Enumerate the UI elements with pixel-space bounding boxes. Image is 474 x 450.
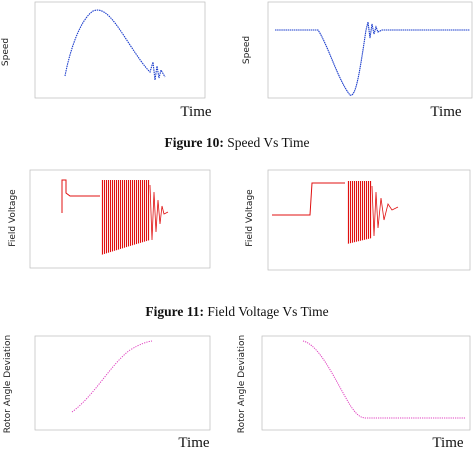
y-axis-label: Field Voltage (245, 189, 255, 247)
panel: Rotor Angle Deviation Time (3, 335, 211, 450)
plot-frame (34, 1, 206, 99)
voltage-curve (61, 179, 100, 213)
voltage-oscillation (101, 180, 150, 255)
plot-frame (34, 335, 211, 431)
voltage-curve (272, 182, 345, 216)
rotor-curve (71, 340, 153, 413)
speed-curve (275, 21, 470, 96)
panel: Speed Time (242, 1, 473, 120)
figure-text: Field Voltage Vs Time (207, 304, 328, 319)
x-axis-label: Time (180, 104, 211, 120)
plot-frame (29, 169, 211, 269)
figure-12: Rotor Angle Deviation Time Rotor Angle D… (3, 335, 471, 450)
figure-label: Figure 11: (145, 304, 204, 319)
rotor-curve (302, 340, 466, 419)
y-axis-label: Speed (242, 36, 252, 64)
panel: Field Voltage (8, 169, 211, 269)
x-axis-label: Time (432, 435, 463, 450)
plot-frame (261, 335, 471, 431)
panel: Field Voltage (245, 169, 471, 271)
figure-label: Figure 10: (164, 135, 223, 150)
y-axis-label: Rotor Angle Deviation (237, 335, 247, 433)
panel: Rotor Angle Deviation Time (237, 335, 471, 450)
x-axis-label: Time (430, 104, 461, 120)
voltage-curve (149, 184, 169, 241)
figure-caption: Figure 11: Field Voltage Vs Time (145, 304, 328, 319)
y-axis-label: Field Voltage (8, 189, 18, 247)
speed-curve (64, 9, 166, 81)
y-axis-label: Speed (1, 38, 11, 66)
figure-text: Speed Vs Time (227, 135, 309, 150)
y-axis-label: Rotor Angle Deviation (3, 335, 13, 433)
plot-frame (267, 169, 471, 271)
figure-11: Field Voltage Field Voltage Figure 11: F… (8, 169, 471, 319)
figure-caption: Figure 10: Speed Vs Time (164, 135, 309, 150)
x-axis-label: Time (178, 435, 209, 450)
figure-10: Speed Time Speed Time Figure 10: Speed V… (1, 1, 473, 150)
panel: Speed Time (1, 1, 212, 120)
voltage-curve (371, 185, 399, 237)
plot-frame (267, 1, 473, 99)
voltage-oscillation (347, 181, 372, 244)
